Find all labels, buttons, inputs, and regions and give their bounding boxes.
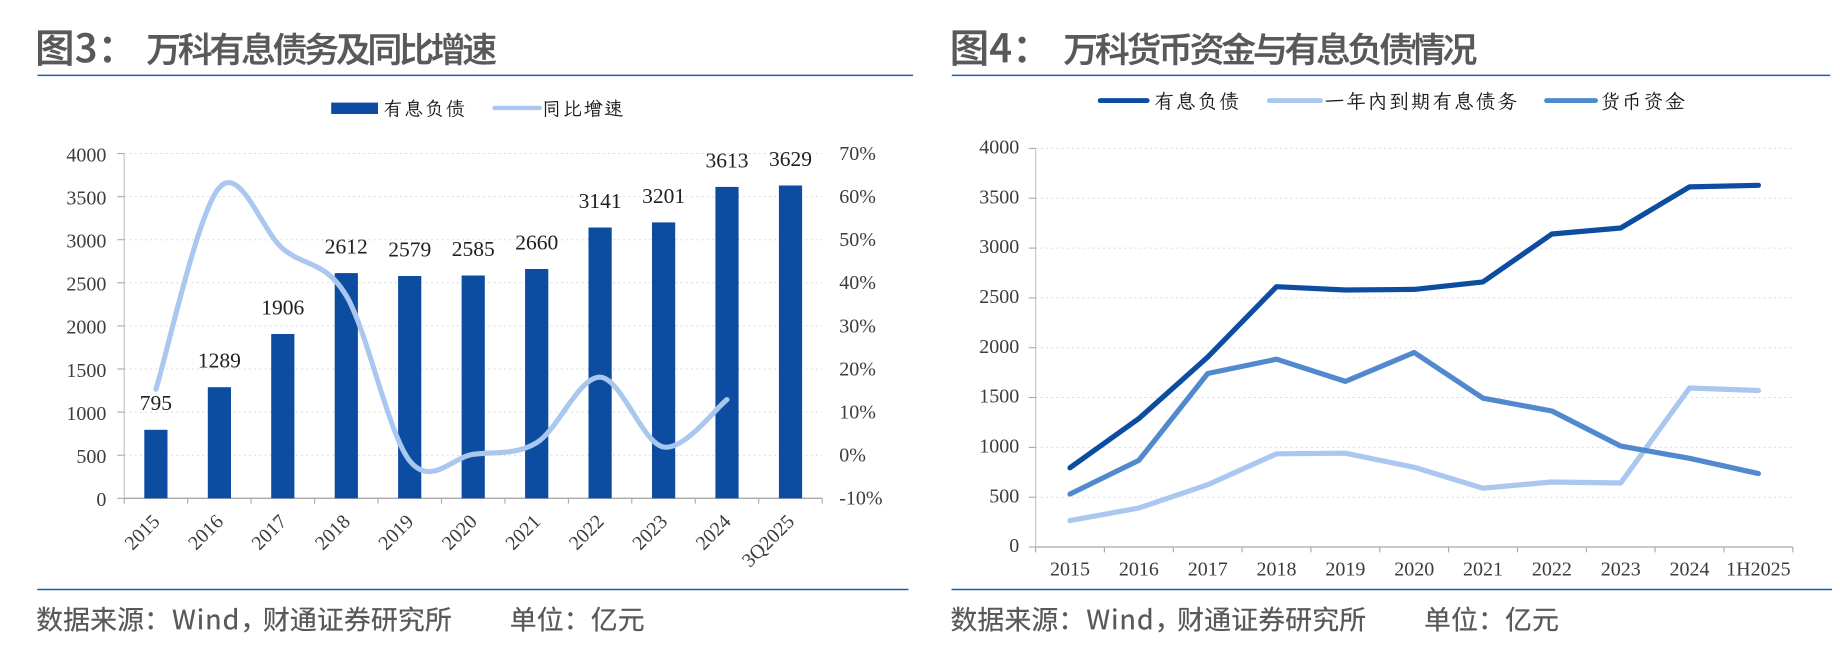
- svg-text:40%: 40%: [839, 272, 876, 294]
- svg-text:2000: 2000: [979, 336, 1019, 358]
- svg-text:2020: 2020: [1394, 559, 1434, 581]
- svg-text:50%: 50%: [839, 229, 876, 251]
- svg-text:2660: 2660: [515, 230, 558, 254]
- svg-text:3629: 3629: [769, 147, 812, 171]
- svg-text:2018: 2018: [1257, 559, 1297, 581]
- svg-text:500: 500: [76, 446, 106, 468]
- svg-text:1H2025: 1H2025: [1726, 559, 1790, 581]
- svg-text:0: 0: [96, 489, 106, 511]
- svg-text:2024: 2024: [1670, 559, 1710, 581]
- svg-text:30%: 30%: [839, 315, 876, 337]
- svg-text:2021: 2021: [1463, 559, 1503, 581]
- svg-text:2016: 2016: [1119, 559, 1159, 581]
- svg-text:2612: 2612: [325, 235, 368, 259]
- svg-text:3201: 3201: [642, 184, 685, 208]
- svg-text:3000: 3000: [66, 231, 106, 253]
- svg-text:3141: 3141: [579, 189, 622, 213]
- svg-text:2017: 2017: [1188, 559, 1228, 581]
- svg-text:795: 795: [140, 391, 172, 415]
- svg-text:3613: 3613: [706, 148, 749, 172]
- svg-text:1906: 1906: [261, 295, 304, 319]
- svg-text:500: 500: [989, 485, 1019, 507]
- svg-text:2579: 2579: [388, 237, 431, 261]
- svg-text:2019: 2019: [1325, 559, 1365, 581]
- svg-text:3000: 3000: [979, 236, 1019, 258]
- svg-text:1289: 1289: [198, 349, 241, 373]
- svg-text:1000: 1000: [979, 436, 1019, 458]
- svg-text:2022: 2022: [1532, 559, 1572, 581]
- svg-text:70%: 70%: [839, 143, 876, 165]
- svg-text:10%: 10%: [839, 402, 876, 424]
- svg-text:2015: 2015: [1050, 559, 1090, 581]
- svg-text:1000: 1000: [66, 403, 106, 425]
- svg-text:4000: 4000: [66, 144, 106, 166]
- svg-text:2023: 2023: [1601, 559, 1641, 581]
- svg-text:2500: 2500: [979, 286, 1019, 308]
- svg-text:3500: 3500: [979, 186, 1019, 208]
- svg-text:3500: 3500: [66, 187, 106, 209]
- svg-text:0%: 0%: [839, 445, 866, 467]
- svg-text:0: 0: [1009, 535, 1019, 557]
- svg-text:4000: 4000: [979, 137, 1019, 159]
- svg-text:60%: 60%: [839, 186, 876, 208]
- svg-text:2500: 2500: [66, 274, 106, 296]
- svg-text:-10%: -10%: [839, 488, 882, 510]
- svg-text:2000: 2000: [66, 317, 106, 339]
- svg-text:20%: 20%: [839, 358, 876, 380]
- svg-text:2585: 2585: [452, 237, 495, 261]
- svg-text:1500: 1500: [66, 360, 106, 382]
- svg-text:1500: 1500: [979, 386, 1019, 408]
